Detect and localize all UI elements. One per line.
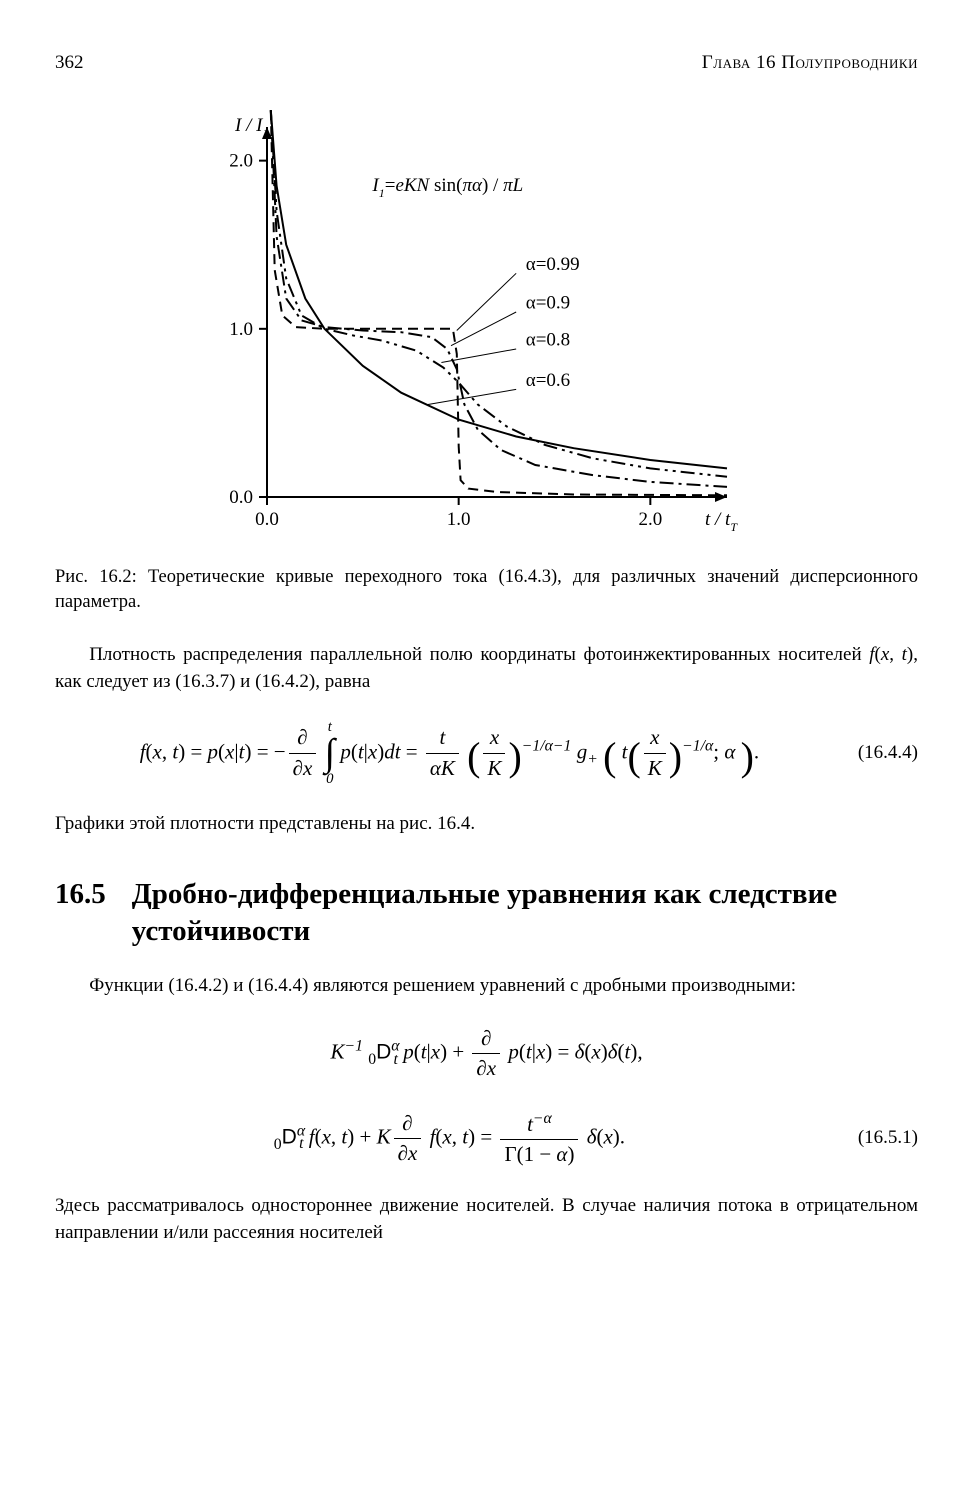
svg-text:I / I1: I / I1	[234, 115, 268, 140]
caption-label: Рис. 16.2:	[55, 567, 137, 587]
paragraph-4: Здесь рассматривалось одностороннее движ…	[55, 1193, 918, 1246]
svg-text:2.0: 2.0	[638, 509, 662, 530]
section-heading-16-5: 16.5 Дробно-дифференциальные уравнения ка…	[55, 876, 918, 951]
paragraph-3: Функции (16.4.2) и (16.4.4) являются реш…	[55, 973, 918, 1000]
svg-text:0.0: 0.0	[229, 487, 253, 508]
transient-current-chart: 0.0 1.0 2.0 0.0 1.0 2.0 I / I1 t / tT I1=eKN sin…	[167, 107, 807, 547]
svg-text:α=0.9: α=0.9	[525, 292, 569, 313]
svg-text:t / tT: t / tT	[705, 509, 738, 534]
svg-text:0.0: 0.0	[255, 509, 279, 530]
equation-16-5-1b: 0Dαt f(x, t) + K∂∂x f(x, t) = t−αΓ(1 − α…	[55, 1108, 918, 1170]
svg-text:2.0: 2.0	[229, 150, 253, 171]
equation-number: (16.5.1)	[858, 1125, 918, 1152]
svg-text:α=0.8: α=0.8	[525, 329, 569, 350]
para1-text-a: Плотность распределения параллельной пол…	[89, 644, 869, 665]
section-number: 16.5	[55, 876, 106, 914]
equation-16-4-4: f(x, t) = p(x|t) = −∂∂x t∫0 p(t|x)dt = t…	[55, 720, 918, 788]
svg-text:α=0.99: α=0.99	[525, 254, 579, 275]
equation-number: (16.4.4)	[858, 740, 918, 767]
svg-text:1.0: 1.0	[446, 509, 470, 530]
svg-text:I1=eKN sin(πα) / πL: I1=eKN sin(πα) / πL	[371, 175, 523, 200]
equation-16-5-1a: K−1 0Dαt p(t|x) + ∂∂x p(t|x) = δ(x)δ(t),	[55, 1024, 918, 1084]
paragraph-2: Графики этой плотности представлены на р…	[55, 811, 918, 838]
svg-text:1.0: 1.0	[229, 318, 253, 339]
figure-16-2: 0.0 1.0 2.0 0.0 1.0 2.0 I / I1 t / tT I1=eKN sin…	[55, 107, 918, 547]
svg-text:α=0.6: α=0.6	[525, 370, 569, 391]
paragraph-1: Плотность распределения параллельной пол…	[55, 642, 918, 695]
section-title: Дробно-дифференциальные уравнения как сл…	[132, 876, 840, 951]
caption-text: Теоретические кривые переходного тока (1…	[55, 567, 918, 613]
figure-caption: Рис. 16.2: Теоретические кривые переходн…	[55, 565, 918, 617]
page-number: 362	[55, 50, 84, 77]
chapter-label: Глава 16 Полупроводники	[702, 50, 918, 77]
